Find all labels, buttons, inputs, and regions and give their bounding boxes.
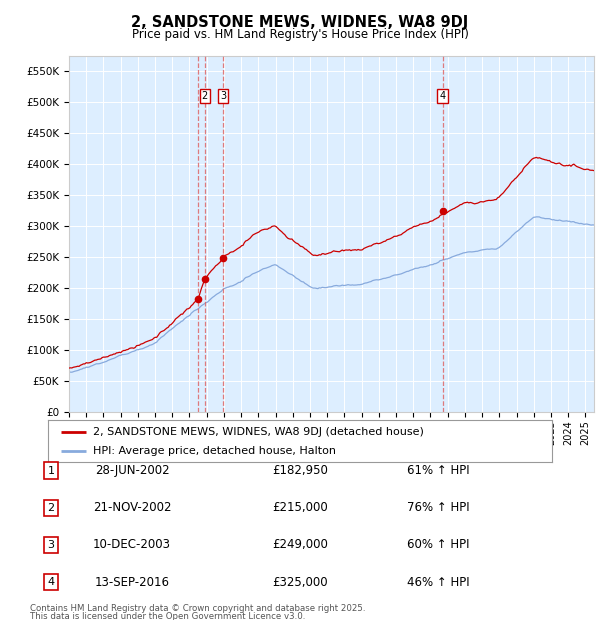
Text: 2, SANDSTONE MEWS, WIDNES, WA8 9DJ: 2, SANDSTONE MEWS, WIDNES, WA8 9DJ (131, 16, 469, 30)
Text: 21-NOV-2002: 21-NOV-2002 (93, 502, 171, 514)
Text: 13-SEP-2016: 13-SEP-2016 (95, 576, 170, 588)
Text: 3: 3 (220, 91, 226, 101)
Text: 61% ↑ HPI: 61% ↑ HPI (407, 464, 469, 477)
Text: 60% ↑ HPI: 60% ↑ HPI (407, 539, 469, 551)
Text: 3: 3 (47, 540, 55, 550)
Text: Contains HM Land Registry data © Crown copyright and database right 2025.: Contains HM Land Registry data © Crown c… (30, 604, 365, 613)
Text: 10-DEC-2003: 10-DEC-2003 (93, 539, 171, 551)
Text: £249,000: £249,000 (272, 539, 328, 551)
Text: 4: 4 (47, 577, 55, 587)
Text: £215,000: £215,000 (272, 502, 328, 514)
Text: This data is licensed under the Open Government Licence v3.0.: This data is licensed under the Open Gov… (30, 612, 305, 620)
Text: Price paid vs. HM Land Registry's House Price Index (HPI): Price paid vs. HM Land Registry's House … (131, 28, 469, 41)
Text: 2: 2 (202, 91, 208, 101)
Text: 76% ↑ HPI: 76% ↑ HPI (407, 502, 469, 514)
Text: 4: 4 (440, 91, 446, 101)
Text: 2: 2 (47, 503, 55, 513)
Text: 1: 1 (47, 466, 55, 476)
Text: HPI: Average price, detached house, Halton: HPI: Average price, detached house, Halt… (94, 446, 337, 456)
Text: £182,950: £182,950 (272, 464, 328, 477)
Text: 28-JUN-2002: 28-JUN-2002 (95, 464, 169, 477)
Text: £325,000: £325,000 (272, 576, 328, 588)
Text: 46% ↑ HPI: 46% ↑ HPI (407, 576, 469, 588)
Text: 2, SANDSTONE MEWS, WIDNES, WA8 9DJ (detached house): 2, SANDSTONE MEWS, WIDNES, WA8 9DJ (deta… (94, 427, 424, 436)
